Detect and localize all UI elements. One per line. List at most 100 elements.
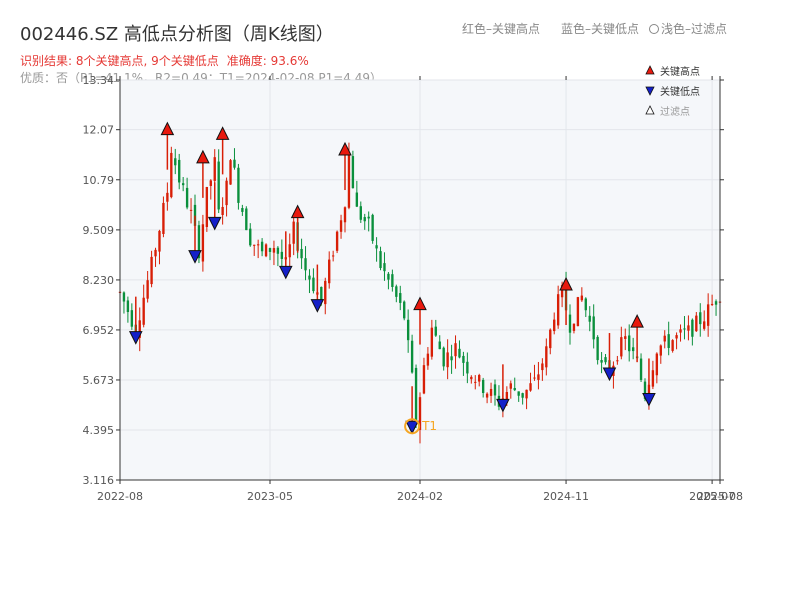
candle-body (154, 249, 157, 257)
result-summary: 识别结果: 8个关键高点, 9个关键低点 准确度: 93.6% (20, 52, 309, 69)
x-tick-label: 2023-05 (247, 490, 293, 503)
candle-body (217, 161, 220, 210)
candle-body (320, 286, 323, 301)
candle-body (268, 248, 272, 252)
candle-body (481, 379, 485, 393)
candle-body (683, 328, 686, 330)
candle-body (663, 335, 666, 342)
key-high-marker (160, 121, 175, 136)
candle-body (355, 192, 359, 207)
candle-body (541, 363, 544, 371)
candle-body (533, 377, 536, 379)
candle-body (655, 353, 659, 376)
key-high-marker (215, 126, 230, 140)
candle-body (201, 224, 205, 262)
candle-body (485, 393, 489, 398)
candle-body (387, 273, 390, 280)
candle-body (675, 335, 678, 339)
candle-body (592, 316, 595, 340)
candle-body (205, 186, 209, 228)
candle-body (158, 230, 161, 252)
candle-body (410, 340, 414, 373)
candle-body (628, 335, 631, 352)
candle-body (679, 329, 682, 333)
candle-body (138, 320, 141, 338)
candle-body (189, 209, 193, 211)
candle-body (699, 312, 702, 325)
candle-body (126, 300, 130, 313)
key-low-marker (642, 392, 656, 407)
candle-body (142, 297, 145, 325)
candle-body (466, 361, 469, 374)
candle-body (434, 326, 437, 336)
t1-marker (404, 418, 421, 435)
candle-body (505, 392, 509, 403)
candle-body (359, 206, 362, 220)
candle-body (403, 301, 406, 319)
candle-body (162, 202, 165, 234)
candle-body (324, 280, 327, 305)
candle-body (245, 208, 248, 231)
result-text: 识别结果: 8个关键高点, 9个关键低点 (20, 54, 219, 68)
accuracy-text: 准确度: 93.6% (226, 54, 309, 68)
legend-low-label: 关键低点 (660, 85, 700, 98)
candle-body (537, 374, 540, 380)
candle-body (343, 207, 347, 223)
candle-body (470, 376, 473, 380)
candle-body (146, 280, 149, 299)
candle-body (549, 329, 552, 349)
candle-body (193, 204, 197, 226)
candle-body (691, 319, 694, 337)
candle-body (331, 255, 335, 257)
t1-label: T1 (421, 419, 437, 433)
candle-body (462, 355, 465, 363)
candle-body (521, 393, 524, 398)
candle-body (339, 220, 343, 232)
legend-filtered-text: 浅色–过滤点 (649, 20, 727, 37)
candle-body (347, 154, 351, 208)
candle-body (458, 348, 461, 358)
legend-filtered-label: 浅色–过滤点 (661, 22, 728, 36)
candle-body (229, 160, 232, 185)
candle-body (588, 315, 591, 322)
legend-red-high-text: 红色–关键高点 (462, 22, 541, 36)
candle-body (710, 303, 714, 305)
candle-body (367, 216, 370, 219)
legend-blue-low-text: 蓝色–关键低点 (561, 22, 640, 36)
legend-high-label: 关键高点 (660, 65, 700, 78)
candle-body (256, 244, 260, 246)
candle-body (489, 388, 493, 396)
candle-body (687, 325, 690, 331)
candle-body (209, 180, 212, 186)
y-tick-label: 3.116 (83, 474, 115, 487)
candle-body (493, 384, 497, 396)
legend-filtered-circle-icon (649, 24, 659, 34)
candle-body (568, 314, 572, 333)
candle-body (351, 156, 355, 189)
candle-body (185, 187, 189, 208)
legend-low-icon (645, 86, 655, 96)
candle-body (454, 343, 457, 357)
candle-body (422, 365, 426, 394)
candle-body (509, 383, 512, 389)
candle-body (178, 159, 181, 183)
candle-body (703, 321, 706, 329)
candle-body (620, 337, 623, 357)
candle-body (406, 319, 410, 341)
candle-body (371, 214, 374, 241)
x-tick-label: 2024-11 (543, 490, 589, 503)
x-tick-label: 2025-08 (697, 490, 743, 503)
candle-body (556, 294, 560, 326)
candle-body (213, 157, 216, 181)
candle-body (225, 180, 228, 206)
candle-body (576, 297, 580, 327)
y-tick-label: 4.395 (83, 424, 115, 437)
candle-body (150, 256, 153, 285)
candle-body (241, 208, 244, 212)
candle-body (513, 387, 516, 391)
x-tick-label: 2025-07 (689, 490, 735, 503)
candle-body (414, 367, 418, 425)
candle-body (363, 217, 366, 222)
candle-body (478, 375, 481, 382)
legend-filtered-label: 过滤点 (660, 105, 690, 118)
